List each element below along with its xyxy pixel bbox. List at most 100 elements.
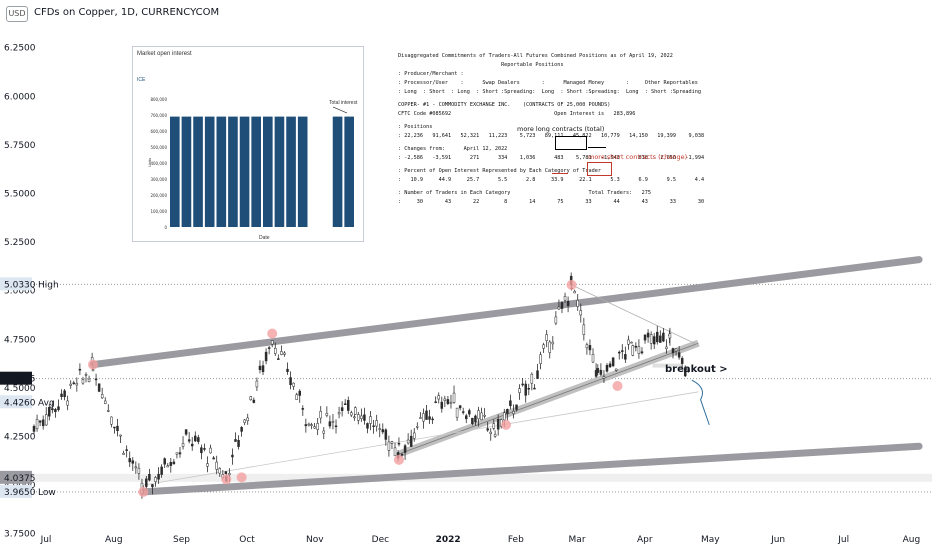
candles: [32, 272, 690, 499]
candle-body: [72, 382, 76, 385]
candle-body: [449, 401, 453, 404]
touch-marker: [88, 359, 99, 370]
candle-body: [134, 466, 138, 469]
price-tick-label: 6.0000: [4, 92, 36, 102]
candle-body: [443, 398, 447, 401]
candle-body: [640, 351, 644, 354]
candle-body: [509, 400, 512, 407]
inset-bar: [274, 116, 285, 227]
candle-body: [63, 390, 66, 398]
inset-bar: [344, 116, 354, 227]
candle-body: [240, 427, 243, 432]
candle-body: [369, 416, 372, 424]
cot-line: : Percent of Open Interest Represented b…: [398, 168, 602, 174]
candle-body: [264, 351, 268, 362]
candle-body: [48, 406, 51, 417]
underline-long: [588, 147, 606, 148]
cot-line: COPPER- #1 - COMMODITY EXCHANGE INC. (CO…: [398, 102, 611, 108]
candle-body: [515, 404, 518, 410]
candle-body: [154, 477, 157, 482]
candle-body: [261, 365, 265, 372]
channel-lines: [89, 256, 923, 496]
candle-body: [665, 346, 668, 349]
candle-body: [437, 395, 440, 400]
candle-body: [422, 413, 425, 422]
candle-body: [353, 416, 356, 419]
touch-markers: [88, 279, 623, 497]
candle-body: [608, 363, 612, 368]
upper-channel-line: [89, 256, 923, 369]
candle-body: [381, 429, 385, 433]
candle-body: [97, 383, 101, 392]
candle-body: [631, 345, 635, 356]
touch-marker: [236, 472, 247, 483]
candle-body: [518, 388, 521, 393]
time-tick-label: Sep: [173, 535, 190, 545]
candle-body: [617, 351, 621, 354]
candle-body: [387, 441, 391, 451]
inset-bar: [216, 116, 227, 227]
current-price-label: 4.5475: [4, 375, 36, 385]
candle-body: [246, 417, 249, 421]
candle-body: [91, 369, 95, 372]
candle-body: [69, 383, 72, 386]
candle-body: [596, 368, 600, 373]
candle-body: [471, 417, 474, 424]
candle-body: [413, 432, 416, 439]
time-tick-label: Jul: [837, 535, 849, 545]
cot-line: : Positions: [398, 124, 433, 130]
candle-body: [602, 376, 606, 379]
arrow-down-2: [700, 399, 710, 426]
cot-line: Reportable Positions: [398, 62, 564, 68]
candle-body: [378, 428, 381, 430]
cot-line: : Number of Traders in Each Category Tot…: [398, 190, 651, 196]
candle-body: [258, 365, 262, 371]
candle-body: [477, 410, 480, 420]
note-long: more long contracts (total): [517, 125, 605, 133]
inset-y-tick: 800,000: [150, 97, 167, 102]
arrow-down-1: [691, 379, 703, 400]
candle-body: [539, 354, 542, 364]
candle-body: [51, 408, 54, 411]
candle-body: [446, 399, 450, 404]
candle-body: [431, 418, 434, 421]
candle-body: [84, 374, 88, 376]
candle-body: [512, 411, 515, 414]
candle-body: [372, 425, 375, 427]
cot-line: : -2,586 -3,591 271 334 1,036 483 5,781 …: [398, 155, 705, 161]
candle-body: [60, 393, 63, 397]
candle-body: [252, 399, 256, 403]
time-tick-label: Dec: [372, 535, 389, 545]
candle-body: [148, 473, 151, 481]
highlight-short: [587, 162, 612, 176]
candle-body: [224, 471, 228, 474]
projection-arrows: [691, 379, 710, 426]
candle-body: [353, 407, 357, 415]
candle-body: [289, 377, 292, 386]
candle-body: [350, 412, 353, 416]
currency-badge[interactable]: USD: [6, 6, 28, 22]
inset-arrow: [332, 106, 348, 114]
triangle-top-line: [571, 284, 699, 346]
candle-body: [137, 467, 141, 474]
time-tick-label: Apr: [637, 535, 653, 545]
candle-body: [304, 424, 308, 427]
candle-body: [573, 291, 576, 294]
candle-body: [465, 415, 468, 420]
inset-bar: [181, 116, 192, 227]
candle-body: [41, 419, 45, 427]
candle-body: [234, 439, 237, 442]
candle-body: [591, 354, 595, 363]
candle-body: [419, 417, 422, 419]
candle-body: [668, 333, 672, 339]
time-tick-label: Aug: [105, 535, 123, 545]
candle-body: [187, 439, 191, 442]
symbol-title[interactable]: CFDs on Copper, 1D, CURRENCYCOM: [34, 7, 220, 18]
candle-body: [403, 445, 407, 453]
candle-body: [390, 441, 394, 444]
cot-line: : Long : Short : Long : Short :Spreading…: [398, 89, 701, 95]
candle-body: [113, 426, 116, 429]
cot-line: Disaggregated Commitments of Traders-All…: [398, 53, 673, 59]
time-tick-label: Jun: [770, 535, 785, 545]
